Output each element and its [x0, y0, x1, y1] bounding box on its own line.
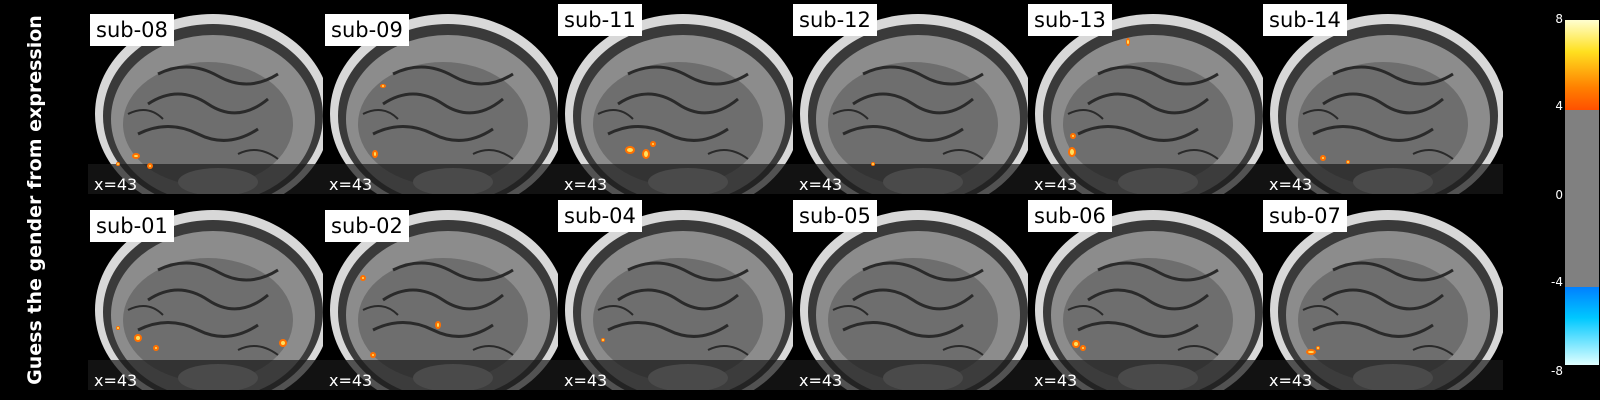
brain-slice-panel: sub-11 x=43	[558, 4, 798, 194]
slice-coordinate: x=43	[1269, 175, 1313, 194]
slice-coordinate: x=43	[1034, 175, 1078, 194]
colorbar-tick: -8	[1551, 364, 1563, 378]
brain-slice-panel: sub-13 x=43	[1028, 4, 1268, 194]
brain-image	[558, 210, 798, 390]
slice-coordinate: x=43	[1269, 371, 1313, 390]
slice-coordinate: x=43	[799, 371, 843, 390]
brain-slice-panel: sub-06 x=43	[1028, 200, 1268, 390]
brain-slice-panel: sub-05 x=43	[793, 200, 1033, 390]
subject-label: sub-07	[1263, 200, 1347, 232]
subject-label: sub-06	[1028, 200, 1112, 232]
brain-image	[88, 14, 328, 194]
subject-label: sub-05	[793, 200, 877, 232]
slice-coordinate: x=43	[329, 371, 373, 390]
brain-image	[323, 14, 563, 194]
brain-slice-panel: sub-07 x=43	[1263, 200, 1503, 390]
brain-slice-panel: sub-08 x=43	[88, 4, 328, 194]
brain-slice-panel: sub-12 x=43	[793, 4, 1033, 194]
colorbar-cold	[1565, 287, 1599, 365]
brain-image	[558, 14, 798, 194]
colorbar-neutral	[1565, 110, 1599, 287]
subject-label: sub-08	[90, 14, 174, 46]
brain-image	[88, 210, 328, 390]
slice-coordinate: x=43	[799, 175, 843, 194]
slice-coordinate: x=43	[1034, 371, 1078, 390]
subject-label: sub-01	[90, 210, 174, 242]
figure-title: Guess the gender from expression	[24, 15, 46, 385]
brain-image	[1263, 210, 1503, 390]
colorbar-tick: 0	[1555, 188, 1563, 202]
brain-slice-panel: sub-14 x=43	[1263, 4, 1503, 194]
subject-label: sub-02	[325, 210, 409, 242]
brain-slice-panel: sub-02 x=43	[323, 200, 563, 390]
brain-image	[1028, 14, 1268, 194]
slice-coordinate: x=43	[329, 175, 373, 194]
colorbar-hot	[1565, 20, 1599, 110]
slice-coordinate: x=43	[94, 175, 138, 194]
brain-image	[793, 210, 1033, 390]
slice-coordinate: x=43	[564, 175, 608, 194]
brain-slice-panel: sub-09 x=43	[323, 4, 563, 194]
subject-label: sub-04	[558, 200, 642, 232]
brain-slice-panel: sub-01 x=43	[88, 200, 328, 390]
brain-image	[793, 14, 1033, 194]
subject-label: sub-14	[1263, 4, 1347, 36]
brain-image	[323, 210, 563, 390]
subject-label: sub-11	[558, 4, 642, 36]
colorbar-tick: 4	[1555, 99, 1563, 113]
subject-label: sub-09	[325, 14, 409, 46]
brain-image	[1028, 210, 1268, 390]
subject-label: sub-13	[1028, 4, 1112, 36]
slice-coordinate: x=43	[94, 371, 138, 390]
colorbar	[1565, 20, 1599, 365]
colorbar-tick: 8	[1555, 12, 1563, 26]
brain-slice-panel: sub-04 x=43	[558, 200, 798, 390]
slice-coordinate: x=43	[564, 371, 608, 390]
colorbar-tick: -4	[1551, 275, 1563, 289]
subject-label: sub-12	[793, 4, 877, 36]
brain-image	[1263, 14, 1503, 194]
